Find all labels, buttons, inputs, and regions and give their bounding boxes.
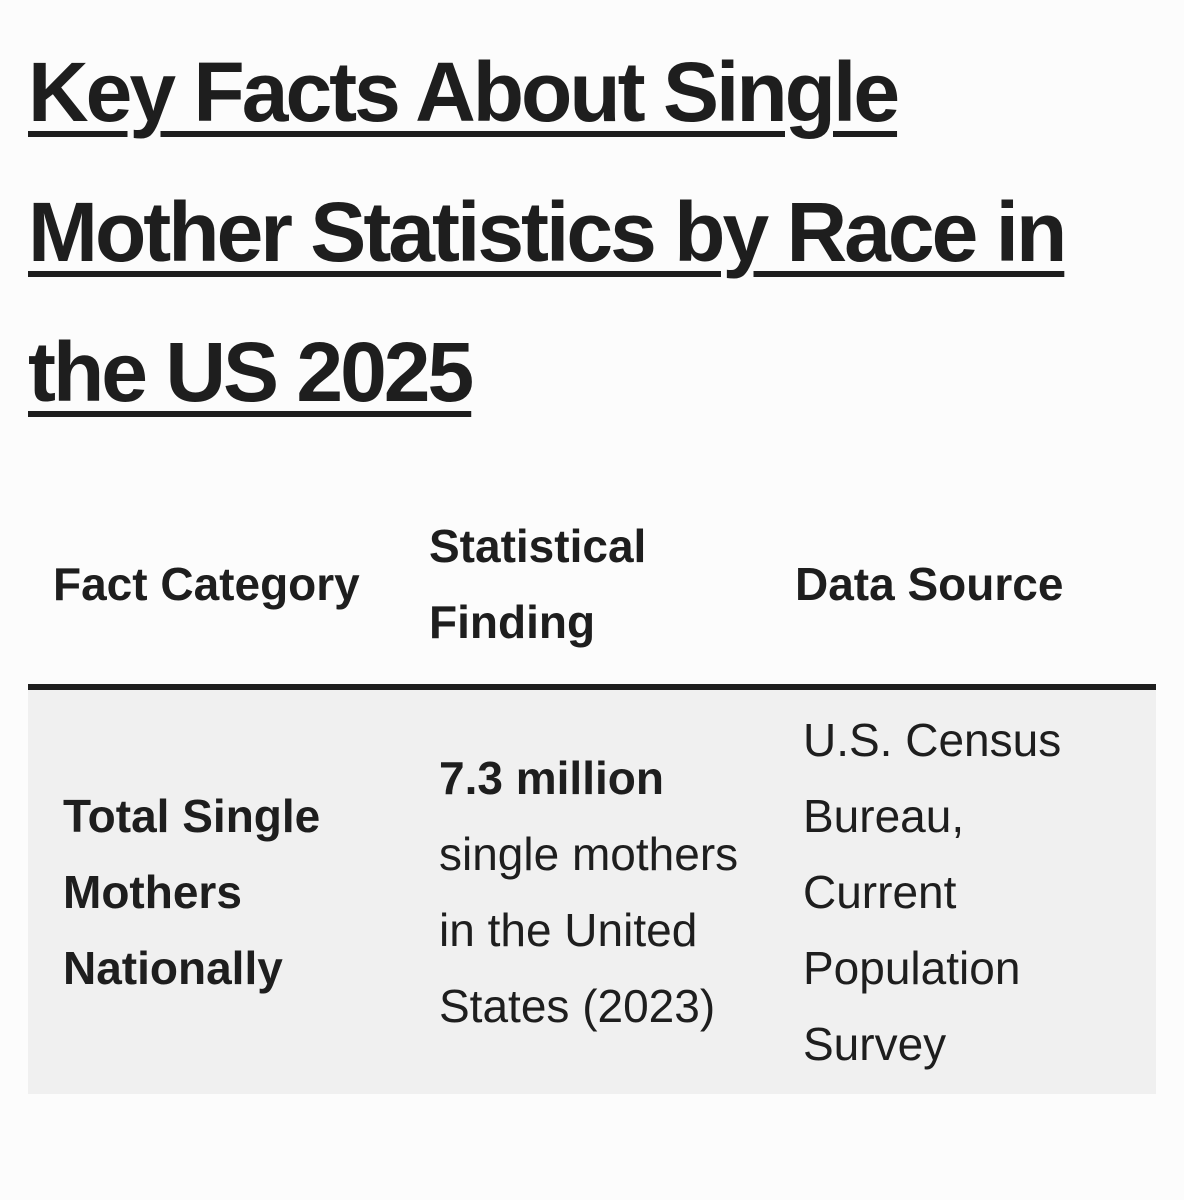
cell-data-source: U.S. Census Bureau, Current Population S… <box>795 687 1156 1094</box>
header-data-source: Data Source <box>795 500 1156 690</box>
cell-statistical-finding: 7.3 million single mothers in the United… <box>429 687 795 1094</box>
finding-highlight: 7.3 million <box>439 752 664 804</box>
table-body: Total Single Mothers Nationally 7.3 mill… <box>28 687 1156 1094</box>
table-header: Fact Category Statistical Finding Data S… <box>28 500 1156 690</box>
title-link[interactable]: Key Facts About Single Mother Statistics… <box>28 45 1067 419</box>
header-fact-category: Fact Category <box>28 500 429 690</box>
header-statistical-finding: Statistical Finding <box>429 500 795 690</box>
facts-table: Fact Category Statistical Finding Data S… <box>28 500 1156 1094</box>
page-title: Key Facts About Single Mother Statistics… <box>28 22 1168 442</box>
table-row: Total Single Mothers Nationally 7.3 mill… <box>28 687 1156 1094</box>
cell-fact-category: Total Single Mothers Nationally <box>28 687 429 1094</box>
header-row: Fact Category Statistical Finding Data S… <box>28 500 1156 690</box>
finding-text: single mothers in the United States (202… <box>439 828 739 1032</box>
